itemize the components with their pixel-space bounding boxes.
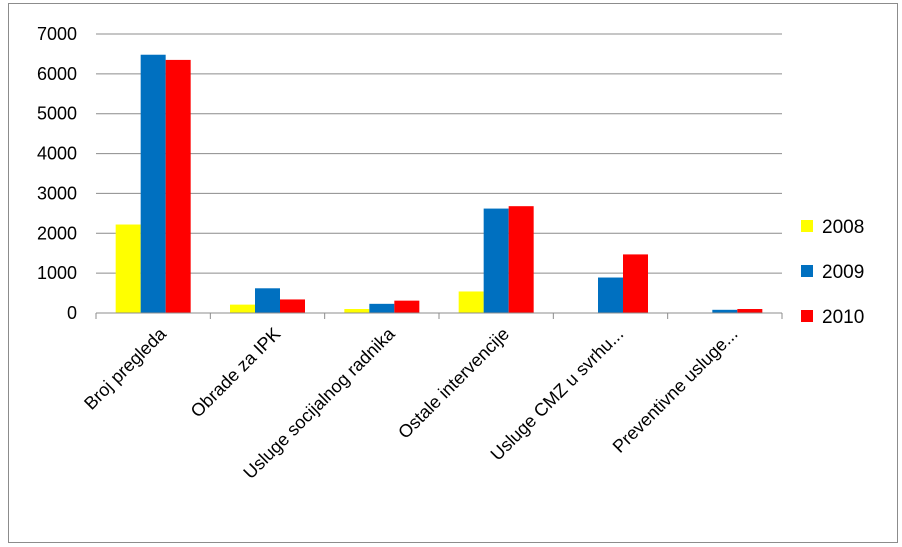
y-tick-label: 6000 xyxy=(37,64,77,84)
legend: 2008 2009 2010 xyxy=(801,217,864,328)
bar-2008 xyxy=(115,224,141,313)
legend-label: 2010 xyxy=(822,307,864,328)
legend-swatch xyxy=(801,220,813,232)
bar-2009 xyxy=(598,277,623,313)
legend-label: 2008 xyxy=(822,217,864,238)
y-tick-label: 4000 xyxy=(37,144,77,164)
bar-2010 xyxy=(737,309,763,313)
bar-2009 xyxy=(369,303,395,313)
bar-2009 xyxy=(140,54,166,314)
legend-swatch xyxy=(801,310,813,322)
bars xyxy=(115,54,763,314)
y-tick-label: 2000 xyxy=(37,223,77,243)
legend-label: 2009 xyxy=(822,262,864,283)
y-tick-label: 1000 xyxy=(37,263,77,283)
category-label: Broj pregleda xyxy=(80,323,171,414)
bar-2008 xyxy=(230,304,255,313)
bar-2010 xyxy=(623,254,648,313)
bar-2010 xyxy=(394,300,420,313)
bar-2010 xyxy=(280,299,305,313)
bar-2009 xyxy=(712,309,738,313)
y-axis-ticks: 0 1000 2000 3000 4000 5000 6000 7000 xyxy=(37,24,77,323)
category-label: Usluge CMZ u svrhu... xyxy=(487,324,628,465)
gridlines xyxy=(96,33,782,274)
bar-2009 xyxy=(483,208,509,313)
x-axis xyxy=(95,312,783,319)
y-tick-label: 3000 xyxy=(37,183,77,203)
bar-2008 xyxy=(344,309,370,313)
legend-swatch xyxy=(801,265,813,277)
bar-2009 xyxy=(255,288,280,313)
category-label: Ostale intervencije xyxy=(394,324,513,443)
bar-2010 xyxy=(508,206,534,313)
category-label: Obrade za IPK xyxy=(187,324,285,422)
y-tick-label: 0 xyxy=(67,303,77,323)
bar-2008 xyxy=(458,291,484,313)
y-tick-label: 5000 xyxy=(37,104,77,124)
bar-2010 xyxy=(165,59,191,314)
category-label: Preventivne usluge... xyxy=(609,324,742,457)
y-tick-label: 7000 xyxy=(37,24,77,44)
